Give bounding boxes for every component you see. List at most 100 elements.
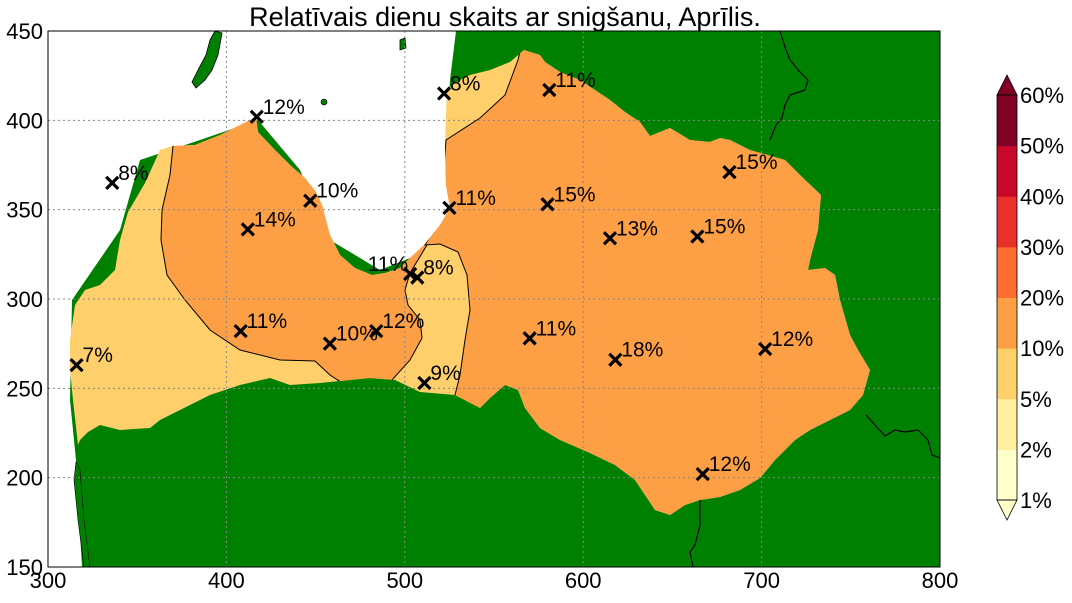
x-marker-icon bbox=[542, 82, 557, 98]
x-marker-icon bbox=[240, 222, 255, 237]
station-value-label: 11% bbox=[455, 187, 495, 210]
station-marker: 18% bbox=[608, 339, 663, 367]
colorbar-band bbox=[997, 95, 1017, 147]
colorbar-extend-min bbox=[996, 499, 1018, 521]
station-value-label: 12% bbox=[263, 96, 305, 119]
x-marker-icon bbox=[249, 109, 264, 124]
x-tick-label: 500 bbox=[386, 568, 423, 593]
y-tick-label: 300 bbox=[6, 287, 43, 312]
station-marker: 15% bbox=[690, 215, 745, 244]
small-island bbox=[320, 98, 328, 106]
station-value-label: 8% bbox=[450, 73, 480, 96]
y-tick-label: 350 bbox=[6, 198, 43, 223]
station-value-label: 12% bbox=[771, 328, 813, 351]
station-value-label: 13% bbox=[616, 217, 658, 240]
station-marker: 8% bbox=[105, 162, 149, 190]
x-marker-icon bbox=[303, 193, 318, 208]
x-marker-icon bbox=[522, 331, 537, 346]
x-marker-icon bbox=[540, 197, 555, 212]
colorbar-tick-label: 50% bbox=[1020, 134, 1064, 159]
station-marker: 11% bbox=[442, 187, 496, 216]
y-axis-ticks: 150 200 250 300 350 400 450 bbox=[6, 19, 43, 580]
colorbar-tick-label: 5% bbox=[1020, 387, 1052, 412]
curonian-spit bbox=[73, 460, 91, 567]
station-marker: 9% bbox=[417, 362, 461, 391]
station-marker: 11% bbox=[542, 69, 596, 98]
station-value-label: 15% bbox=[554, 183, 596, 206]
x-marker-icon bbox=[436, 86, 452, 101]
x-tick-label: 700 bbox=[743, 568, 780, 593]
border-line-lithuania-belarus bbox=[689, 500, 701, 567]
station-marker: 7% bbox=[69, 344, 113, 373]
colorbar-tick-label: 1% bbox=[1020, 488, 1052, 513]
station-marker: 15% bbox=[540, 183, 596, 212]
x-marker-icon bbox=[410, 270, 425, 285]
colorbar-band bbox=[997, 449, 1017, 501]
colorbar: 1% 2% 5% 10% 20% 30% 40% 50% 60% bbox=[996, 74, 1064, 521]
colorbar-frame bbox=[996, 94, 1018, 501]
station-value-label: 11% bbox=[247, 310, 287, 333]
border-line-estonia-russia bbox=[769, 31, 809, 141]
station-value-label: 8% bbox=[118, 162, 148, 185]
station-marker: 12% bbox=[695, 453, 751, 482]
station-value-label: 9% bbox=[430, 362, 460, 385]
colorbar-tick-label: 60% bbox=[1020, 83, 1064, 108]
x-marker-icon bbox=[403, 266, 418, 282]
colorbar-tick-label: 20% bbox=[1020, 286, 1064, 311]
y-tick-label: 150 bbox=[6, 555, 43, 580]
x-marker-icon bbox=[608, 352, 623, 367]
station-marker: 10% bbox=[303, 180, 358, 208]
y-tick-label: 400 bbox=[6, 108, 43, 133]
x-marker-icon bbox=[758, 341, 773, 357]
plot-frame bbox=[47, 30, 941, 568]
station-value-label: 18% bbox=[621, 339, 663, 362]
x-marker-icon bbox=[322, 336, 338, 351]
colorbar-band bbox=[997, 145, 1017, 197]
station-marker: 13% bbox=[602, 217, 658, 246]
sea bbox=[48, 31, 456, 567]
station-marker: 8% bbox=[410, 257, 454, 285]
station-marker: 12% bbox=[758, 328, 813, 357]
x-marker-icon bbox=[442, 200, 457, 216]
station-marker: 11% bbox=[368, 253, 418, 282]
colorbar-band bbox=[997, 246, 1017, 298]
x-tick-label: 600 bbox=[565, 568, 602, 593]
station-value-label: 15% bbox=[703, 215, 745, 238]
station-value-label: 7% bbox=[83, 344, 113, 367]
map-area: 7%8%12%10%14%11%10%12%11% 8%9%8%11%11%15%… bbox=[48, 31, 940, 567]
x-marker-icon bbox=[695, 466, 710, 482]
y-tick-label: 450 bbox=[6, 19, 43, 44]
station-value-label: 11% bbox=[555, 69, 595, 92]
map-title: Relatīvais dienu skaits ar snigšanu, Apr… bbox=[249, 2, 761, 32]
station-marker: 14% bbox=[240, 208, 296, 237]
station-value-label: 11% bbox=[368, 253, 408, 276]
station-marker: 8% bbox=[436, 73, 480, 101]
colorbar-tick-label: 10% bbox=[1020, 336, 1064, 361]
x-tick-label: 300 bbox=[30, 568, 67, 593]
x-marker-icon bbox=[233, 324, 248, 339]
station-marker: 12% bbox=[369, 310, 424, 339]
colorbar-band bbox=[997, 297, 1017, 349]
colorbar-tick-label: 30% bbox=[1020, 235, 1064, 260]
x-tick-label: 800 bbox=[922, 568, 959, 593]
station-value-label: 15% bbox=[735, 151, 777, 174]
x-marker-icon bbox=[690, 229, 705, 244]
station-value-label: 10% bbox=[316, 180, 358, 203]
colorbar-extend-max bbox=[996, 74, 1018, 96]
station-marker: 10% bbox=[322, 323, 378, 351]
station-value-label: 10% bbox=[336, 323, 378, 346]
station-marker: 12% bbox=[249, 96, 305, 124]
colorbar-band bbox=[997, 348, 1017, 400]
colorbar-tick-label: 40% bbox=[1020, 184, 1064, 209]
x-marker-icon bbox=[417, 375, 432, 391]
station-marker: 11% bbox=[233, 310, 287, 339]
colorbar-band bbox=[997, 196, 1017, 248]
x-axis-ticks: 300 400 500 600 700 800 bbox=[30, 568, 959, 593]
x-marker-icon bbox=[69, 357, 84, 373]
x-tick-label: 400 bbox=[208, 568, 245, 593]
small-island bbox=[399, 37, 407, 51]
station-marker: 11% bbox=[522, 317, 576, 346]
y-tick-label: 250 bbox=[6, 376, 43, 401]
x-marker-icon bbox=[105, 175, 120, 190]
